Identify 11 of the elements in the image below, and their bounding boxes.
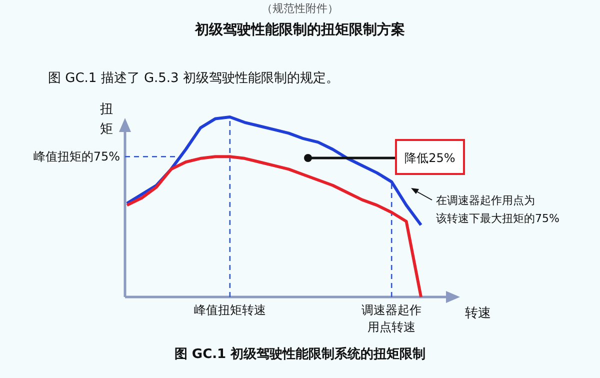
y-axis-title: 扭矩 xyxy=(100,102,113,137)
text: （规范性附件） xyxy=(262,2,338,15)
x-tick-label: 调速器起作用点转速 xyxy=(362,303,422,334)
chart-title: 初级驾驶性能限制的扭矩限制方案 xyxy=(194,21,405,38)
text: 图 GC.1 描述了 G.5.3 初级驾驶性能限制的规定。 xyxy=(48,71,339,86)
text: 图 GC.1 初级驾驶性能限制系统的扭矩限制 xyxy=(174,346,426,362)
x-tick-label: 峰值扭矩转速 xyxy=(194,303,266,317)
text: 在调速器起作用点为该转速下最大扭矩的75% xyxy=(436,194,560,225)
x-axis-title: 转速 xyxy=(465,306,491,321)
annotation: 降低25% xyxy=(404,151,456,165)
ref-line-label: 峰值扭矩的75% xyxy=(33,150,120,164)
